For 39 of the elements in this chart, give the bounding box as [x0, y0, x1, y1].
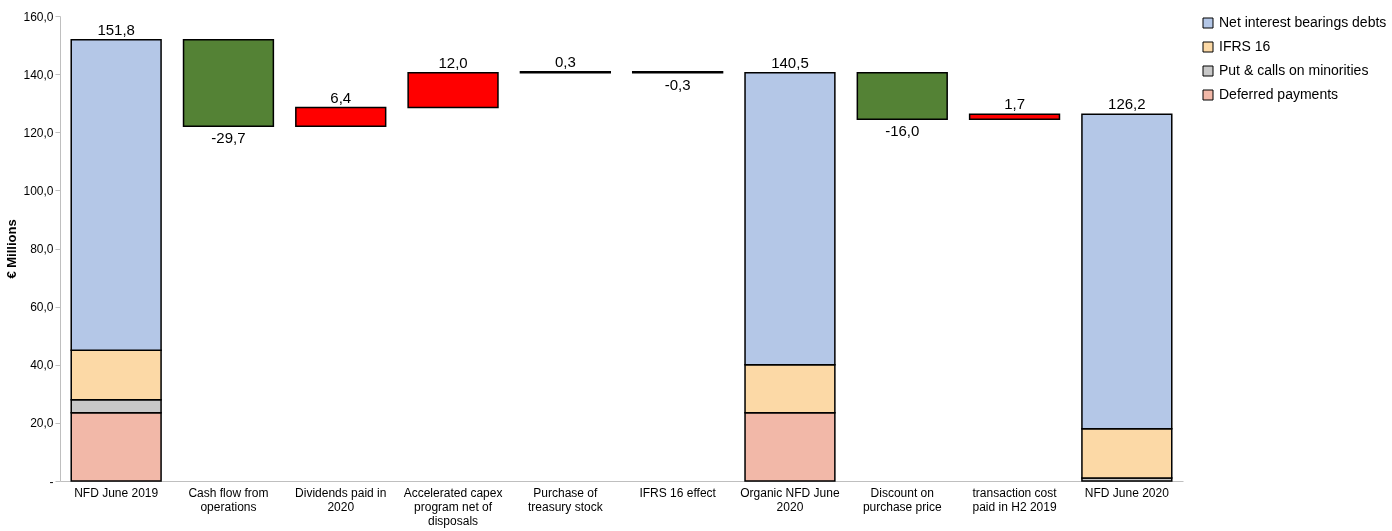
bar	[182, 39, 275, 127]
y-tick-label: 100,0	[23, 183, 54, 198]
bar	[407, 71, 499, 109]
total-label: 151,8	[97, 20, 135, 38]
x-tick-label: Accelerated capex program net of disposals	[403, 485, 503, 528]
y-tick-label: -	[49, 474, 54, 489]
data-label: 12,0	[438, 53, 468, 71]
y-tick-label: 160,0	[23, 9, 54, 24]
total-label: 126,2	[1108, 95, 1146, 113]
x-tick-label: Discount on purchase price	[862, 485, 942, 514]
y-tick-label: 140,0	[23, 67, 54, 82]
x-tick-label: NFD June 2020	[1084, 485, 1170, 500]
bar	[295, 106, 387, 127]
data-label: 1,7	[1004, 95, 1025, 113]
data-label: -16,0	[885, 122, 920, 140]
x-tick-label: Organic NFD June 2020	[740, 485, 840, 514]
y-tick-label: 60,0	[30, 300, 54, 315]
total-label: 140,5	[771, 53, 809, 71]
x-tick-label: NFD June 2019	[74, 485, 159, 500]
y-tick-label: 120,0	[23, 125, 54, 140]
legend-label: Deferred payments	[1219, 86, 1339, 102]
legend-label: Net interest bearings debts	[1219, 14, 1387, 30]
x-tick-label: Purchase of treasury stock	[528, 485, 604, 514]
y-tick-label: 20,0	[30, 416, 54, 431]
data-label: 0,3	[554, 52, 576, 70]
y-tick-label: 40,0	[30, 358, 54, 373]
legend-label: IFRS 16	[1219, 38, 1271, 54]
x-tick-label: Cash flow from operations	[188, 485, 269, 514]
y-axis-title: € Millions	[4, 219, 20, 279]
bar	[968, 113, 1061, 120]
legend-label: Put & calls on minorities	[1219, 62, 1369, 78]
data-label: -0,3	[664, 75, 691, 93]
x-tick-label: Dividends paid in 2020	[295, 485, 387, 514]
data-label: 6,4	[330, 88, 352, 106]
x-tick-label: transaction cost paid in H2 2019	[972, 485, 1058, 514]
y-tick-label: 80,0	[30, 242, 54, 256]
x-tick-label: IFRS 16 effect	[639, 485, 717, 500]
bar	[856, 71, 948, 120]
data-label: -29,7	[211, 129, 246, 147]
